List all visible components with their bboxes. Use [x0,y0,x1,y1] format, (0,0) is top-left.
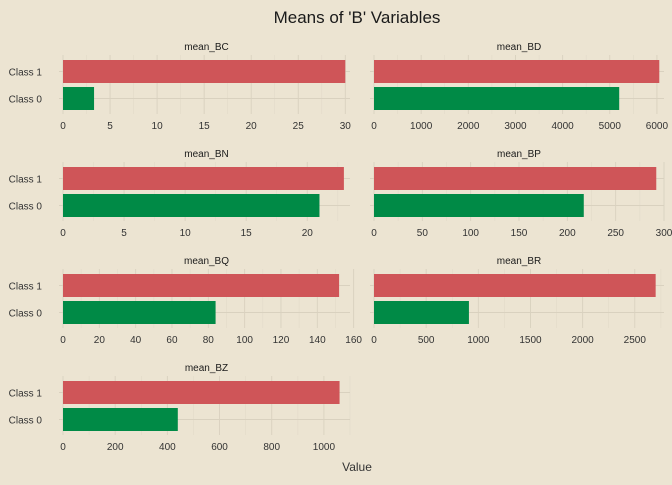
x-tick-label: 0 [371,121,377,132]
bar-class-1 [63,274,340,297]
x-tick-label: 800 [263,442,280,453]
x-tick-label: 0 [60,335,66,346]
category-label: Class 1 [9,389,43,400]
x-tick-label: 1000 [467,335,490,346]
category-label: Class 1 [9,68,43,79]
x-tick-label: 20 [94,335,106,346]
x-tick-label: 0 [60,442,66,453]
facet-mean_BD: mean_BD 0 1000 2000 3000 4000 5000 6000 [370,42,668,132]
bar-class-1 [374,60,660,83]
bar-class-1 [374,167,657,190]
x-tick-label: 30 [340,121,352,132]
facet-title: mean_BZ [185,363,228,374]
x-tick-label: 10 [180,228,192,239]
x-tick-label: 2000 [572,335,595,346]
category-label: Class 0 [9,202,43,213]
facet-title: mean_BC [184,42,228,53]
x-tick-label: 5000 [599,121,622,132]
bar-class-0 [374,301,469,324]
x-tick-label: 80 [203,335,215,346]
x-tick-label: 20 [246,121,258,132]
x-tick-label: 4000 [551,121,574,132]
x-tick-label: 10 [152,121,164,132]
chart-title: Means of 'B' Variables [274,8,441,27]
bar-class-0 [374,194,584,217]
facet-title: mean_BD [497,42,541,53]
x-tick-label: 3000 [504,121,527,132]
x-tick-label: 2000 [457,121,480,132]
bar-class-0 [63,87,95,110]
x-tick-label: 400 [159,442,176,453]
bar-class-1 [63,381,340,404]
facet-mean_BC: mean_BC Class 1 Class 0 0 5 10 15 20 25 30 [9,42,352,132]
x-tick-label: 25 [293,121,305,132]
x-tick-label: 300 [656,228,672,239]
x-tick-label: 15 [241,228,253,239]
x-tick-label: 0 [371,228,377,239]
x-tick-label: 15 [199,121,211,132]
category-label: Class 1 [9,282,43,293]
facet-title: mean_BN [184,149,228,160]
x-tick-label: 0 [371,335,377,346]
facet-title: mean_BP [497,149,541,160]
facet-mean_BQ: mean_BQ Class 1 Class 0 0 20 40 60 80 100 120 140 1… [9,256,363,346]
bar-class-0 [63,194,320,217]
x-tick-label: 1500 [519,335,542,346]
facet-mean_BR: mean_BR 0 500 1000 1500 2000 2500 [370,256,664,346]
x-tick-label: 100 [462,228,479,239]
facet-panels: mean_BC Class 1 Class 0 0 5 10 15 20 25 30 mean_BD… [9,42,672,453]
facet-mean_BP: mean_BP 0 50 100 150 200 250 300 [370,149,672,239]
x-tick-label: 0 [60,228,66,239]
x-tick-label: 100 [236,335,253,346]
category-label: Class 0 [9,416,43,427]
bar-class-1 [63,60,346,83]
facet-title: mean_BQ [184,256,229,267]
x-tick-label: 500 [418,335,435,346]
x-tick-label: 40 [130,335,142,346]
x-tick-label: 20 [302,228,314,239]
x-tick-label: 2500 [624,335,647,346]
bar-class-0 [63,301,216,324]
bar-class-1 [374,274,656,297]
x-tick-label: 250 [607,228,624,239]
x-tick-label: 150 [511,228,528,239]
x-tick-label: 200 [559,228,576,239]
x-tick-label: 5 [121,228,127,239]
x-tick-label: 200 [107,442,124,453]
category-label: Class 1 [9,175,43,186]
x-tick-label: 50 [417,228,429,239]
x-tick-label: 5 [107,121,113,132]
bar-class-0 [63,408,178,431]
bar-class-0 [374,87,620,110]
x-axis-label: Value [342,460,372,474]
facet-mean_BZ: mean_BZ Class 1 Class 0 0 200 400 600 800 1000 [9,363,351,453]
facet-mean_BN: mean_BN Class 1 Class 0 0 5 10 15 20 [9,149,350,239]
x-tick-label: 1000 [313,442,336,453]
x-tick-label: 160 [345,335,362,346]
x-tick-label: 60 [166,335,178,346]
x-tick-label: 600 [211,442,228,453]
bar-class-1 [63,167,344,190]
x-tick-label: 1000 [410,121,433,132]
x-tick-label: 6000 [646,121,669,132]
category-label: Class 0 [9,309,43,320]
x-tick-label: 0 [60,121,66,132]
x-tick-label: 140 [309,335,326,346]
x-tick-label: 120 [273,335,290,346]
facet-title: mean_BR [497,256,541,267]
category-label: Class 0 [9,95,43,106]
